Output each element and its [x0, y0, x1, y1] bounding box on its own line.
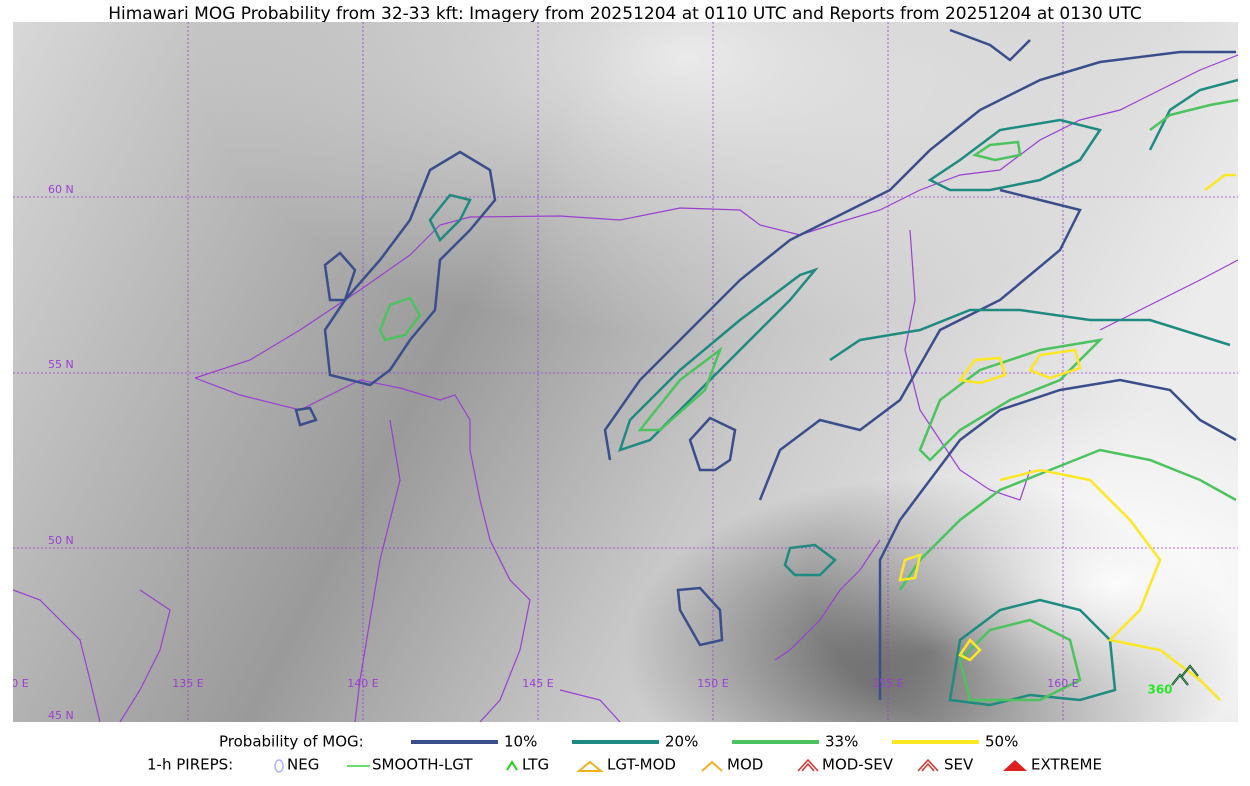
coastline — [559, 689, 621, 722]
contour — [958, 638, 982, 662]
pirep-legend-item: MOD-SEV — [822, 756, 894, 774]
probability-contours — [294, 28, 1238, 707]
contour — [323, 150, 497, 387]
contour — [878, 378, 1237, 700]
lon-label: 140 E — [347, 677, 378, 690]
latitude-labels: 60 N 55 N 50 N 45 N — [48, 183, 74, 722]
lon-label: 150 E — [697, 677, 728, 690]
contour — [783, 543, 837, 577]
mod-sev-symbol — [797, 758, 819, 772]
contour — [958, 618, 1082, 702]
pirep-legend-title: 1-h PIREPS: — [147, 756, 233, 774]
contour — [1204, 173, 1236, 191]
contour — [898, 553, 922, 582]
lat-label: 60 N — [48, 183, 74, 196]
pirep-symbol — [1171, 665, 1199, 686]
contour — [999, 468, 1221, 701]
coastline — [13, 589, 101, 722]
contour — [829, 308, 1231, 362]
contour — [1149, 98, 1238, 131]
contour — [676, 586, 724, 647]
pirep-altitude: 360 — [1147, 683, 1172, 697]
legend-label: 10% — [504, 733, 537, 751]
lon-label: 160 E — [1047, 677, 1078, 690]
ltg-symbol — [506, 760, 518, 771]
lon-label: 135 E — [172, 677, 203, 690]
pirep-marker: 360 — [1147, 664, 1199, 697]
coastline — [194, 54, 1238, 379]
coastline — [354, 419, 401, 722]
coastline — [904, 229, 1031, 501]
coastlines — [13, 54, 1238, 722]
pirep-legend: 1-h PIREPS: NEG SMOOTH-LGT LTG LGT-MOD M… — [147, 756, 1102, 774]
title: Himawari MOG Probability from 32-33 kft:… — [108, 4, 1142, 24]
contour — [637, 346, 723, 432]
coastline — [194, 377, 531, 722]
contour — [971, 140, 1022, 162]
coastline — [774, 539, 881, 661]
lgt-mod-symbol — [576, 760, 604, 772]
probability-legend: Probability of MOG: 10% 20% 33% 50% — [219, 733, 1018, 751]
lat-label: 45 N — [48, 709, 74, 722]
contour — [688, 416, 737, 472]
contour — [1148, 78, 1238, 151]
legend-label: 20% — [665, 733, 698, 751]
coastline — [119, 589, 171, 722]
map: 360 60 N 55 N 50 N 45 N 130 E 135 E 140 … — [0, 22, 1238, 722]
mod-symbol — [701, 760, 723, 772]
pirep-legend-item: LTG — [522, 756, 549, 774]
sev-symbol — [917, 758, 939, 772]
contour — [927, 118, 1103, 192]
legend-title: Probability of MOG: — [219, 733, 364, 751]
pirep-legend-item: NEG — [287, 756, 319, 774]
coastline — [1099, 259, 1238, 331]
contour — [918, 338, 1104, 462]
imagery-cloud-region — [13, 22, 1238, 722]
graticule — [13, 22, 1238, 722]
contour — [618, 267, 819, 452]
pirep-legend-item: MOD — [727, 756, 763, 774]
contour — [1028, 348, 1082, 380]
longitude-labels: 130 E 135 E 140 E 145 E 150 E 155 E 160 … — [0, 677, 1079, 690]
pirep-legend-item: SMOOTH-LGT — [372, 756, 473, 774]
contour — [428, 193, 472, 243]
lon-label: 130 E — [0, 677, 29, 690]
extreme-symbol — [1003, 760, 1027, 771]
lat-label: 55 N — [48, 358, 74, 371]
contour — [957, 356, 1007, 385]
lon-label: 145 E — [522, 677, 553, 690]
contour — [758, 188, 1082, 501]
lon-label: 155 E — [872, 677, 903, 690]
contour — [603, 50, 1236, 461]
contour — [294, 406, 318, 427]
pirep-legend-item: SEV — [944, 756, 974, 774]
lat-label: 50 N — [48, 534, 74, 547]
contour — [949, 28, 1031, 62]
neg-symbol — [274, 759, 284, 773]
contour — [378, 296, 422, 342]
legend-label: 33% — [825, 733, 858, 751]
contour — [898, 448, 1237, 591]
pirep-legend-item: EXTREME — [1031, 756, 1102, 774]
pirep-legend-item: LGT-MOD — [607, 756, 676, 774]
contour — [323, 251, 357, 302]
legend-label: 50% — [985, 733, 1018, 751]
